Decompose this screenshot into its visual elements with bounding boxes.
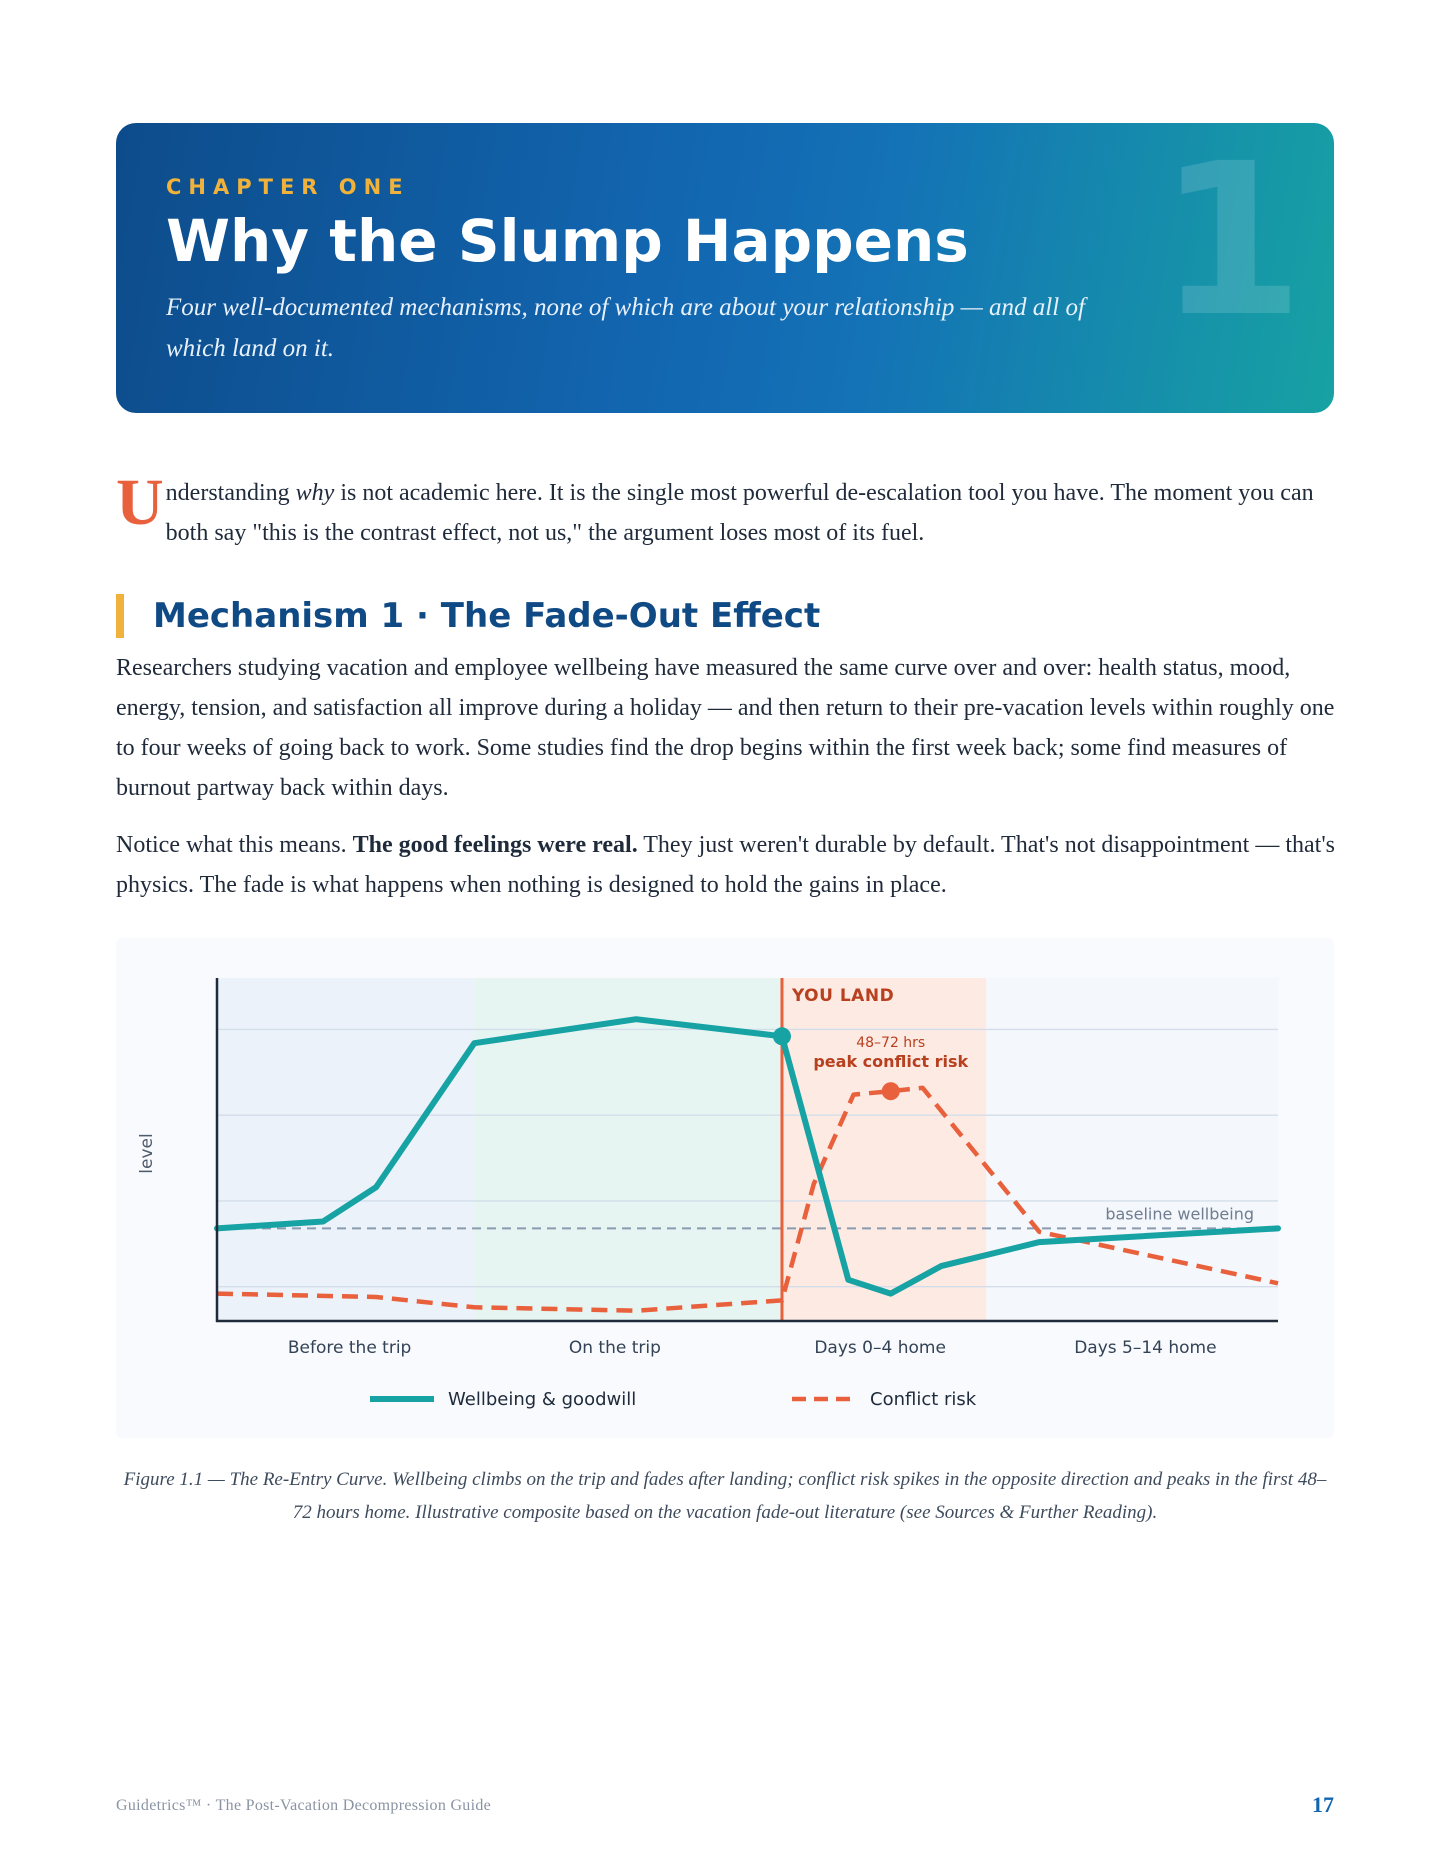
peak-conflict-label: peak conflict risk bbox=[813, 1052, 968, 1071]
intro-text-start: nderstanding bbox=[165, 480, 296, 506]
x-tick-label-0: Before the trip bbox=[288, 1338, 411, 1358]
phase-band-0 bbox=[217, 978, 475, 1321]
para2-text-end: They just weren't durable by default. Th… bbox=[116, 832, 1335, 898]
chapter-kicker: CHAPTER ONE bbox=[166, 175, 410, 199]
phase-bands bbox=[217, 978, 1278, 1321]
section-heading: Mechanism 1 · The Fade-Out Effect bbox=[116, 594, 820, 638]
para2-strong: The good feelings were real. bbox=[352, 832, 638, 858]
chapter-title: Why the Slump Happens bbox=[166, 207, 969, 275]
reentry-chart: baseline wellbeing YOU LAND 48–72 hrs pe… bbox=[137, 978, 1281, 1410]
peak-marker bbox=[881, 1082, 900, 1101]
x-tick-label-3: Days 5–14 home bbox=[1074, 1338, 1216, 1358]
legend-label-1: Conflict risk bbox=[870, 1389, 977, 1410]
figure-caption: Figure 1.1 — The Re-Entry Curve. Wellbei… bbox=[123, 1469, 1327, 1523]
series-line-1 bbox=[216, 1085, 1279, 1313]
chapter-numeral: 1 bbox=[1157, 123, 1304, 363]
footer-title: Guidetrics™ · The Post-Vacation Decompre… bbox=[116, 1797, 492, 1814]
drop-cap: U bbox=[116, 466, 164, 539]
legend-label-0: Wellbeing & goodwill bbox=[448, 1389, 636, 1410]
reentry-chart-figure: baseline wellbeing YOU LAND 48–72 hrs pe… bbox=[116, 938, 1334, 1438]
x-tick-label-1: On the trip bbox=[569, 1338, 661, 1358]
chapter-subtitle: Four well-documented mechanisms, none of… bbox=[166, 294, 1085, 362]
chart-legend: Wellbeing & goodwill Conflict risk bbox=[370, 1389, 977, 1410]
landing-label: YOU LAND bbox=[791, 986, 894, 1006]
y-axis-label: level bbox=[137, 1133, 157, 1173]
peak-hours-label: 48–72 hrs bbox=[856, 1035, 925, 1051]
chapter-banner: 1 CHAPTER ONE Why the Slump Happens Four… bbox=[116, 123, 1334, 413]
baseline-label: baseline wellbeing bbox=[1105, 1204, 1254, 1223]
para2-text-start: Notice what this means. bbox=[116, 832, 353, 858]
x-tick-label-2: Days 0–4 home bbox=[814, 1338, 946, 1358]
series-layer bbox=[214, 1016, 1281, 1313]
phase-band-3 bbox=[986, 978, 1278, 1321]
page-number: 17 bbox=[1312, 1792, 1334, 1817]
intro-text-end: is not academic here. It is the single m… bbox=[165, 480, 1314, 546]
landing-marker bbox=[772, 1027, 791, 1046]
body-paragraph-1: Researchers studying vacation and employ… bbox=[116, 655, 1335, 801]
intro-emphasis: why bbox=[295, 480, 335, 506]
x-tick-labels: Before the trip On the trip Days 0–4 home D… bbox=[288, 1338, 1217, 1358]
body-paragraph-2: Notice what this means. The good feeling… bbox=[116, 825, 1336, 905]
